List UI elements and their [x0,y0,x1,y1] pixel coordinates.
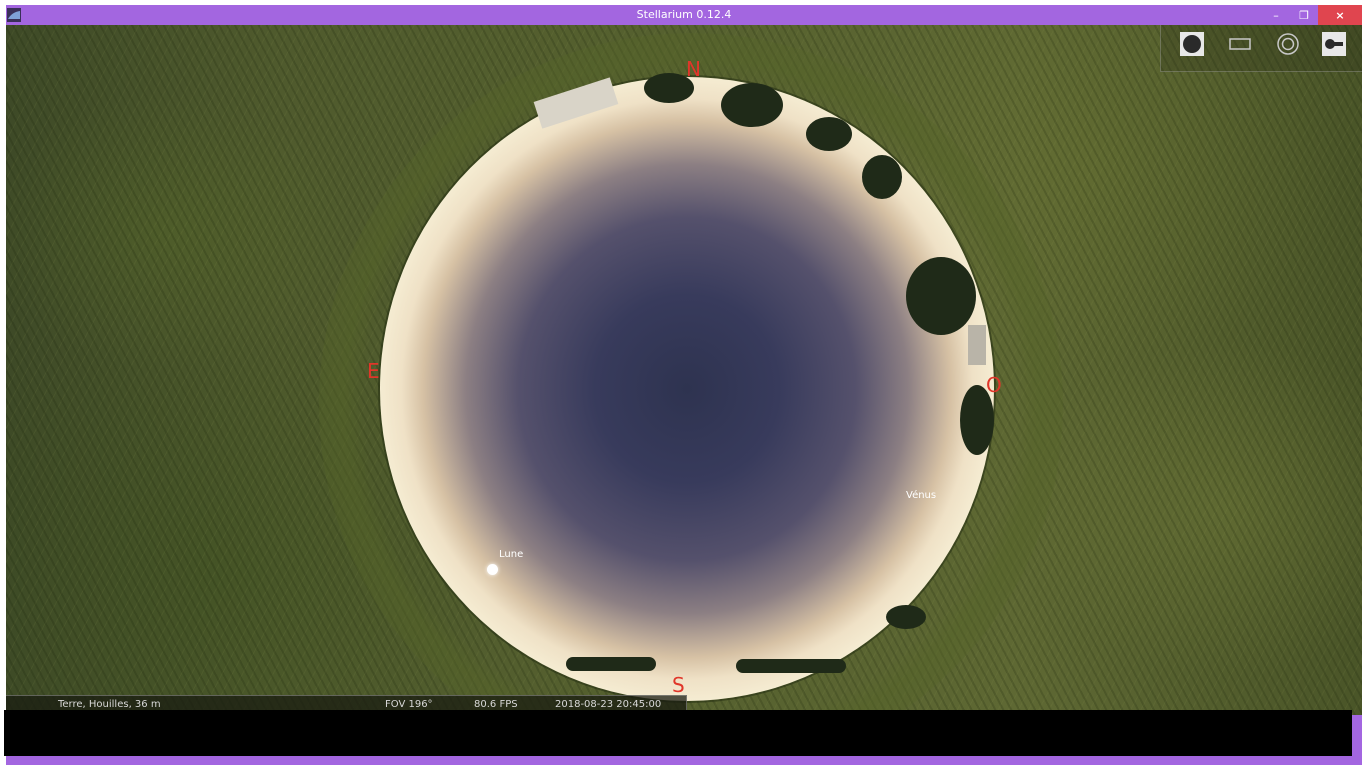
compass-west: O [986,373,1002,397]
settings-key-icon [1321,31,1347,61]
horizon-tree [960,385,994,455]
restore-button[interactable]: ❐ [1299,8,1309,22]
window-bottom-area [4,710,1352,756]
compass-north: N [686,57,701,81]
window-title: Stellarium 0.12.4 [636,8,732,21]
screen-ratio-icon [1227,31,1253,61]
close-button[interactable]: × [1318,5,1362,25]
horizon-tree [906,257,976,335]
venus-label: Vénus [906,490,937,501]
fullscreen-button[interactable] [1179,31,1205,61]
view-toolbar [1160,25,1362,72]
fov-readout: FOV 196° [385,699,433,710]
horizon-tree [736,659,846,673]
horizon-tree [721,83,783,127]
horizon-tree [644,73,694,103]
fps-readout: 80.6 FPS [474,699,518,710]
stellarium-window: Stellarium 0.12.4 – ❐ × N S E O Lune Vén… [6,5,1362,765]
horizon-tree [862,155,902,199]
settings-button[interactable] [1321,31,1347,61]
location-readout[interactable]: Terre, Houilles, 36 m [58,699,161,710]
horizon-tree [806,117,852,151]
moon[interactable] [487,564,498,575]
horizon-tree [566,657,656,671]
title-bar[interactable]: Stellarium 0.12.4 – ❐ × [6,5,1362,25]
screen-ratio-button[interactable] [1227,33,1253,59]
moon-label: Lune [499,549,524,560]
target-icon [1275,31,1301,61]
target-button[interactable] [1275,33,1301,59]
compass-south: S [672,673,685,697]
horizon-building [968,325,986,365]
stellarium-app-icon[interactable] [7,7,21,22]
datetime-readout[interactable]: 2018-08-23 20:45:00 [555,699,662,710]
window-controls: – ❐ × [1262,5,1362,25]
compass-east: E [367,359,380,383]
minimize-button[interactable]: – [1273,8,1279,22]
sky-view[interactable]: N S E O Lune Vénus [6,25,1362,715]
fullscreen-circle-icon [1179,31,1205,61]
horizon-tree [886,605,926,629]
